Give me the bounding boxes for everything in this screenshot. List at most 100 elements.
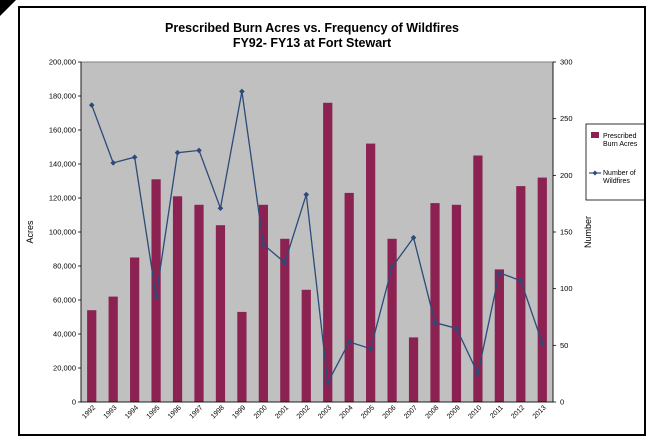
bar: [494, 269, 504, 402]
x-tick-label: 2006: [382, 404, 398, 420]
x-tick-label: 2011: [489, 404, 505, 420]
line-marker: [239, 88, 245, 95]
y2-tick-label: 150: [560, 228, 573, 237]
y-tick-label: 100,000: [49, 228, 76, 237]
line-marker: [518, 277, 524, 284]
y-tick-label: 140,000: [49, 160, 76, 169]
bar: [108, 296, 118, 402]
x-tick-label: 1995: [146, 404, 162, 420]
y-tick-label: 0: [72, 398, 76, 407]
y-tick-label: 60,000: [53, 296, 76, 305]
line-marker: [539, 340, 546, 346]
bar: [258, 204, 268, 402]
x-tick-label: 1998: [210, 404, 226, 420]
x-tick-label: 1999: [231, 404, 247, 420]
line-marker: [410, 234, 417, 241]
bar: [215, 225, 226, 402]
x-tick-label: 2013: [532, 404, 548, 420]
bar: [366, 143, 376, 402]
x-axis: 1992 1993 1994 1995 1996 1997 1998 1999 2000 2001…: [81, 401, 553, 420]
y-axis-left: 0 20,000 40,000 60,000 80,000 100,000 120,000 1…: [49, 58, 82, 407]
x-tick-label: 2004: [339, 404, 355, 420]
x-tick-label: 1997: [188, 404, 204, 420]
line-marker: [174, 149, 181, 156]
bar-series: [87, 102, 547, 403]
bar: [408, 337, 419, 402]
line-marker: [389, 264, 395, 270]
x-tick-label: 2000: [253, 404, 269, 420]
line-marker: [88, 102, 95, 108]
bar: [130, 257, 140, 402]
y-tick-label: 180,000: [49, 92, 76, 101]
x-tick-label: 2012: [510, 404, 526, 420]
y2-tick-label: 100: [560, 284, 573, 293]
line-marker: [324, 379, 331, 386]
line-marker: [110, 160, 116, 166]
bar: [301, 289, 311, 402]
x-tick-label: 1994: [124, 404, 140, 420]
legend-label-bar: Prescribed Burn Acres: [603, 133, 638, 148]
y2-axis-label: Number: [583, 216, 593, 248]
y-axis-right: 0 50 100 150 200 250 300: [552, 58, 573, 407]
series-line: [91, 91, 543, 385]
line-marker: [432, 319, 438, 326]
x-tick-label: 2003: [317, 404, 333, 420]
x-tick-label: 1996: [167, 404, 183, 420]
x-tick-label: 2001: [274, 404, 290, 420]
bar: [344, 192, 354, 402]
bar: [172, 196, 183, 402]
y2-tick-label: 300: [560, 58, 573, 67]
chart-frame: Prescribed Burn Acres vs. Frequency of W…: [18, 6, 647, 436]
chart-subtitle: FY92- FY13 at Fort Stewart: [233, 36, 392, 50]
line-marker: [217, 205, 224, 211]
bar: [516, 186, 526, 402]
legend-label-line: Number of Wildfires: [603, 170, 638, 185]
y-tick-label: 120,000: [49, 194, 76, 203]
chart: Prescribed Burn Acres vs. Frequency of W…: [25, 21, 647, 420]
x-tick-label: 1993: [103, 404, 119, 420]
bar: [194, 204, 204, 402]
x-tick-label: 2002: [296, 404, 312, 420]
y-tick-label: 160,000: [49, 126, 76, 135]
y2-tick-label: 200: [560, 171, 573, 180]
line-marker: [367, 345, 374, 352]
y2-tick-label: 50: [560, 341, 568, 350]
y-axis-label: Acres: [25, 220, 35, 244]
bar: [323, 102, 333, 403]
line-marker: [153, 293, 159, 300]
line-marker: [346, 339, 352, 345]
line-marker: [496, 270, 503, 276]
y2-tick-label: 250: [560, 114, 573, 123]
line-marker: [131, 154, 138, 160]
x-tick-label: 2010: [467, 404, 483, 420]
line-marker: [453, 325, 460, 332]
line-marker: [196, 147, 202, 154]
line-marker: [303, 191, 310, 198]
corner-arrow-decoration: [0, 0, 16, 16]
legend-swatch-bar: [591, 132, 599, 138]
bar: [387, 238, 397, 402]
x-tick-label: 2005: [360, 404, 376, 420]
line-marker: [260, 241, 267, 248]
line-marker: [475, 370, 481, 377]
legend: Prescribed Burn Acres Number of Wildfire…: [585, 123, 647, 201]
y-tick-label: 200,000: [49, 58, 76, 67]
bar: [151, 179, 161, 402]
x-tick-label: 2008: [424, 404, 440, 420]
bar: [280, 238, 290, 402]
bar: [473, 155, 483, 402]
bar: [87, 310, 97, 402]
chart-title: Prescribed Burn Acres vs. Frequency of W…: [165, 21, 459, 35]
bar: [430, 203, 440, 402]
y-tick-label: 20,000: [53, 364, 76, 373]
x-tick-label: 2007: [403, 404, 419, 420]
y-tick-label: 80,000: [53, 262, 76, 271]
x-tick-label: 2009: [446, 404, 462, 420]
y2-tick-label: 0: [560, 398, 564, 407]
bar: [451, 204, 462, 402]
line-marker: [282, 259, 288, 266]
line-series: [88, 88, 546, 386]
x-tick-label: 1992: [81, 404, 97, 420]
bar: [537, 177, 547, 402]
legend-swatch-marker: [592, 170, 598, 176]
